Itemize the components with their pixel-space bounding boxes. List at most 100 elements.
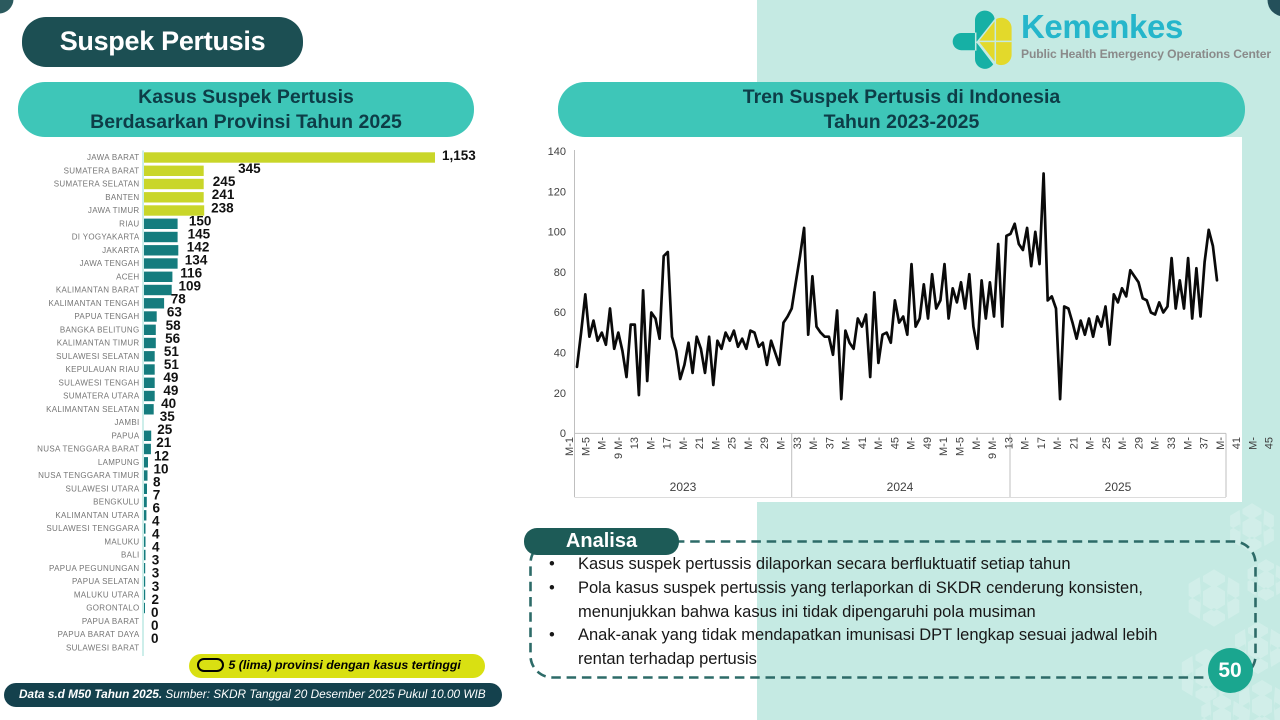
svg-text:41: 41 <box>1231 437 1243 449</box>
svg-text:1,153: 1,153 <box>442 148 476 163</box>
svg-text:51: 51 <box>164 357 180 372</box>
svg-text:140: 140 <box>548 146 566 158</box>
svg-text:SUMATERA BARAT: SUMATERA BARAT <box>64 166 140 175</box>
svg-text:4: 4 <box>152 527 160 542</box>
svg-text:M-5: M-5 <box>580 437 592 456</box>
svg-text:JAKARTA: JAKARTA <box>102 246 140 255</box>
svg-text:80: 80 <box>554 267 566 279</box>
svg-text:3: 3 <box>152 579 160 594</box>
svg-text:7: 7 <box>153 487 161 502</box>
svg-text:41: 41 <box>857 437 869 449</box>
svg-text:145: 145 <box>188 226 211 241</box>
svg-text:M-: M- <box>873 437 885 450</box>
svg-text:37: 37 <box>824 437 836 449</box>
svg-text:150: 150 <box>189 213 212 228</box>
svg-text:M-: M- <box>1020 437 1032 450</box>
svg-text:Kemenkes: Kemenkes <box>1021 8 1183 45</box>
svg-text:10: 10 <box>154 461 169 476</box>
svg-text:KALIMANTAN UTARA: KALIMANTAN UTARA <box>55 511 139 520</box>
svg-text:21: 21 <box>1068 437 1080 449</box>
svg-text:2025: 2025 <box>1105 480 1132 494</box>
svg-text:2: 2 <box>152 592 160 607</box>
svg-text:M-: M- <box>776 437 788 450</box>
svg-text:33: 33 <box>1166 437 1178 449</box>
svg-text:M-1: M-1 <box>938 437 950 456</box>
svg-text:116: 116 <box>180 266 202 281</box>
svg-text:3: 3 <box>152 566 160 581</box>
svg-text:M-1: M-1 <box>564 437 576 456</box>
svg-text:35: 35 <box>160 409 176 424</box>
svg-text:63: 63 <box>167 305 183 320</box>
svg-text:M-5: M-5 <box>955 437 967 456</box>
svg-text:245: 245 <box>213 174 236 189</box>
svg-text:49: 49 <box>163 383 178 398</box>
svg-text:142: 142 <box>187 240 210 255</box>
svg-text:2023: 2023 <box>670 480 697 494</box>
svg-text:KALIMANTAN TENGAH: KALIMANTAN TENGAH <box>48 299 139 308</box>
svg-text:9 M-: 9 M- <box>987 437 999 459</box>
svg-text:ACEH: ACEH <box>116 272 139 281</box>
svg-text:KALIMANTAN TIMUR: KALIMANTAN TIMUR <box>57 339 140 348</box>
svg-text:GORONTALO: GORONTALO <box>86 604 139 613</box>
svg-text:DI YOGYAKARTA: DI YOGYAKARTA <box>72 233 140 242</box>
svg-text:M-: M- <box>1117 437 1129 450</box>
svg-text:KEPULAUAN RIAU: KEPULAUAN RIAU <box>66 365 140 374</box>
svg-text:NUSA TENGGARA TIMUR: NUSA TENGGARA TIMUR <box>38 471 139 480</box>
svg-text:78: 78 <box>171 292 187 307</box>
svg-text:M-: M- <box>841 437 853 450</box>
svg-text:4: 4 <box>152 514 160 529</box>
svg-text:NUSA TENGGARA BARAT: NUSA TENGGARA BARAT <box>37 445 139 454</box>
svg-text:25: 25 <box>157 422 173 437</box>
svg-text:M-: M- <box>1150 437 1162 450</box>
svg-text:SULAWESI UTARA: SULAWESI UTARA <box>66 484 140 493</box>
svg-text:MALUKU UTARA: MALUKU UTARA <box>74 590 140 599</box>
svg-text:SUMATERA SELATAN: SUMATERA SELATAN <box>54 180 140 189</box>
svg-text:21: 21 <box>694 437 706 449</box>
svg-text:PAPUA SELATAN: PAPUA SELATAN <box>72 577 139 586</box>
svg-text:134: 134 <box>185 253 208 268</box>
svg-text:SULAWESI SELATAN: SULAWESI SELATAN <box>56 352 139 361</box>
svg-text:JAMBI: JAMBI <box>114 418 139 427</box>
svg-text:M-: M- <box>597 437 609 450</box>
svg-text:SULAWESI TENGAH: SULAWESI TENGAH <box>59 378 140 387</box>
svg-text:M-: M- <box>906 437 918 450</box>
svg-text:9 M-: 9 M- <box>613 437 625 459</box>
svg-text:BANGKA BELITUNG: BANGKA BELITUNG <box>60 325 140 334</box>
svg-text:29: 29 <box>1133 437 1145 449</box>
svg-text:0: 0 <box>151 605 159 620</box>
svg-text:M-: M- <box>645 437 657 450</box>
svg-text:0: 0 <box>151 618 159 633</box>
svg-text:56: 56 <box>165 331 181 346</box>
svg-text:PAPUA BARAT: PAPUA BARAT <box>82 617 140 626</box>
svg-text:KALIMANTAN SELATAN: KALIMANTAN SELATAN <box>46 405 139 414</box>
svg-text:JAWA TENGAH: JAWA TENGAH <box>80 259 140 268</box>
svg-text:M-: M- <box>678 437 690 450</box>
svg-text:45: 45 <box>889 437 901 449</box>
svg-text:JAWA BARAT: JAWA BARAT <box>87 153 140 162</box>
svg-text:25: 25 <box>727 437 739 449</box>
svg-text:6: 6 <box>153 501 161 516</box>
svg-text:M-: M- <box>808 437 820 450</box>
svg-text:RIAU: RIAU <box>119 219 139 228</box>
svg-text:M-: M- <box>971 437 983 450</box>
svg-text:PAPUA TENGAH: PAPUA TENGAH <box>74 312 139 321</box>
svg-text:49: 49 <box>163 370 178 385</box>
svg-text:M-: M- <box>1085 437 1097 450</box>
svg-text:17: 17 <box>1036 437 1048 449</box>
svg-text:M-: M- <box>1247 437 1259 450</box>
svg-text:40: 40 <box>161 396 176 411</box>
svg-text:13: 13 <box>1003 437 1015 449</box>
svg-text:3: 3 <box>152 553 160 568</box>
svg-text:45: 45 <box>1264 437 1276 449</box>
svg-text:51: 51 <box>164 344 180 359</box>
svg-text:120: 120 <box>548 186 566 198</box>
svg-text:PAPUA PEGUNUNGAN: PAPUA PEGUNUNGAN <box>49 564 139 573</box>
svg-text:40: 40 <box>554 348 566 360</box>
svg-text:LAMPUNG: LAMPUNG <box>98 458 140 467</box>
svg-text:33: 33 <box>792 437 804 449</box>
svg-text:2024: 2024 <box>887 480 914 494</box>
svg-text:37: 37 <box>1199 437 1211 449</box>
svg-text:109: 109 <box>179 279 202 294</box>
svg-text:M-: M- <box>710 437 722 450</box>
svg-text:8: 8 <box>153 474 161 489</box>
